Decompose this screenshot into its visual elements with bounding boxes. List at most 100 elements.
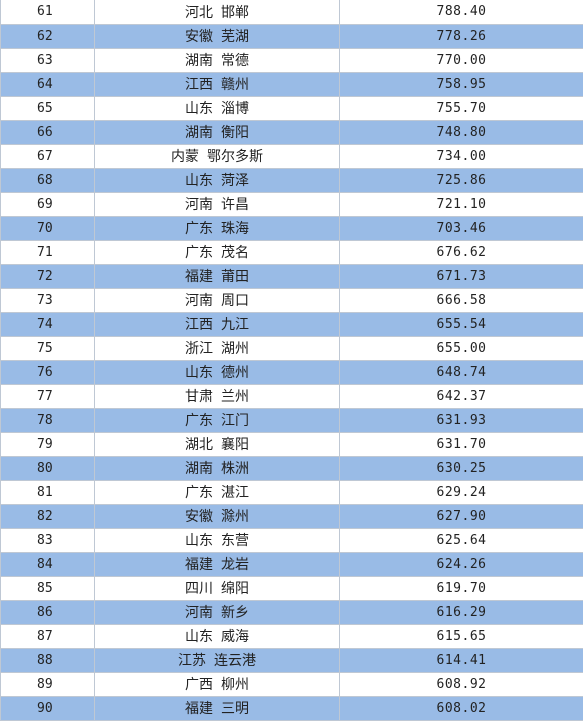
province-name: 广东 — [185, 485, 213, 501]
city-name: 绵阳 — [221, 581, 249, 597]
rank-cell: 67 — [1, 144, 95, 168]
city-name: 湛江 — [221, 485, 249, 501]
city-name: 珠海 — [221, 221, 249, 237]
rank-cell: 73 — [1, 288, 95, 312]
province-name: 江苏 — [178, 653, 206, 669]
city-cell: 河北邯郸 — [95, 0, 340, 24]
rank-cell: 80 — [1, 456, 95, 480]
province-name: 广东 — [185, 413, 213, 429]
rank-cell: 65 — [1, 96, 95, 120]
city-name: 滁州 — [221, 509, 249, 525]
city-name: 威海 — [221, 629, 249, 645]
province-name: 江西 — [185, 77, 213, 93]
value-cell: 608.02 — [340, 696, 583, 720]
city-cell: 广东珠海 — [95, 216, 340, 240]
rank-cell: 75 — [1, 336, 95, 360]
city-cell: 四川绵阳 — [95, 576, 340, 600]
province-name: 内蒙 — [171, 149, 199, 165]
city-cell: 广东茂名 — [95, 240, 340, 264]
city-name: 襄阳 — [221, 437, 249, 453]
province-name: 河南 — [185, 605, 213, 621]
city-cell: 湖南常德 — [95, 48, 340, 72]
city-cell: 内蒙鄂尔多斯 — [95, 144, 340, 168]
rank-cell: 82 — [1, 504, 95, 528]
city-cell: 安徽滁州 — [95, 504, 340, 528]
rank-cell: 78 — [1, 408, 95, 432]
value-cell: 671.73 — [340, 264, 583, 288]
city-name: 柳州 — [221, 677, 249, 693]
rank-cell: 63 — [1, 48, 95, 72]
rank-cell: 83 — [1, 528, 95, 552]
city-name: 兰州 — [221, 389, 249, 405]
city-cell: 甘肃兰州 — [95, 384, 340, 408]
value-cell: 734.00 — [340, 144, 583, 168]
city-cell: 浙江湖州 — [95, 336, 340, 360]
province-name: 江西 — [185, 317, 213, 333]
rank-cell: 81 — [1, 480, 95, 504]
value-cell: 655.00 — [340, 336, 583, 360]
value-cell: 629.24 — [340, 480, 583, 504]
rank-cell: 68 — [1, 168, 95, 192]
value-cell: 725.86 — [340, 168, 583, 192]
province-name: 广西 — [185, 677, 213, 693]
city-name: 湖州 — [221, 341, 249, 357]
rank-cell: 71 — [1, 240, 95, 264]
rank-cell: 88 — [1, 648, 95, 672]
city-name: 许昌 — [221, 197, 249, 213]
rank-cell: 85 — [1, 576, 95, 600]
province-name: 福建 — [185, 269, 213, 285]
province-name: 湖南 — [185, 53, 213, 69]
city-cell: 河南新乡 — [95, 600, 340, 624]
province-name: 山东 — [185, 173, 213, 189]
province-name: 安徽 — [185, 509, 213, 525]
value-cell: 755.70 — [340, 96, 583, 120]
city-cell: 广东江门 — [95, 408, 340, 432]
province-name: 湖北 — [185, 437, 213, 453]
city-cell: 江西九江 — [95, 312, 340, 336]
province-name: 河南 — [185, 293, 213, 309]
city-cell: 湖南衡阳 — [95, 120, 340, 144]
city-cell: 安徽芜湖 — [95, 24, 340, 48]
province-name: 广东 — [185, 221, 213, 237]
city-name: 莆田 — [221, 269, 249, 285]
city-cell: 河南许昌 — [95, 192, 340, 216]
city-cell: 广西柳州 — [95, 672, 340, 696]
city-cell: 山东威海 — [95, 624, 340, 648]
city-name: 江门 — [221, 413, 249, 429]
province-name: 湖南 — [185, 461, 213, 477]
value-cell: 619.70 — [340, 576, 583, 600]
city-cell: 山东菏泽 — [95, 168, 340, 192]
value-cell: 721.10 — [340, 192, 583, 216]
city-cell: 江苏连云港 — [95, 648, 340, 672]
value-cell: 748.80 — [340, 120, 583, 144]
city-name: 邯郸 — [221, 5, 249, 21]
value-cell: 624.26 — [340, 552, 583, 576]
province-name: 广东 — [185, 245, 213, 261]
province-name: 山东 — [185, 365, 213, 381]
city-cell: 河南周口 — [95, 288, 340, 312]
city-name: 常德 — [221, 53, 249, 69]
rank-cell: 66 — [1, 120, 95, 144]
city-name: 三明 — [221, 701, 249, 717]
value-cell: 627.90 — [340, 504, 583, 528]
value-cell: 778.26 — [340, 24, 583, 48]
city-name: 新乡 — [221, 605, 249, 621]
rank-cell: 87 — [1, 624, 95, 648]
city-name: 衡阳 — [221, 125, 249, 141]
city-cell: 山东淄博 — [95, 96, 340, 120]
